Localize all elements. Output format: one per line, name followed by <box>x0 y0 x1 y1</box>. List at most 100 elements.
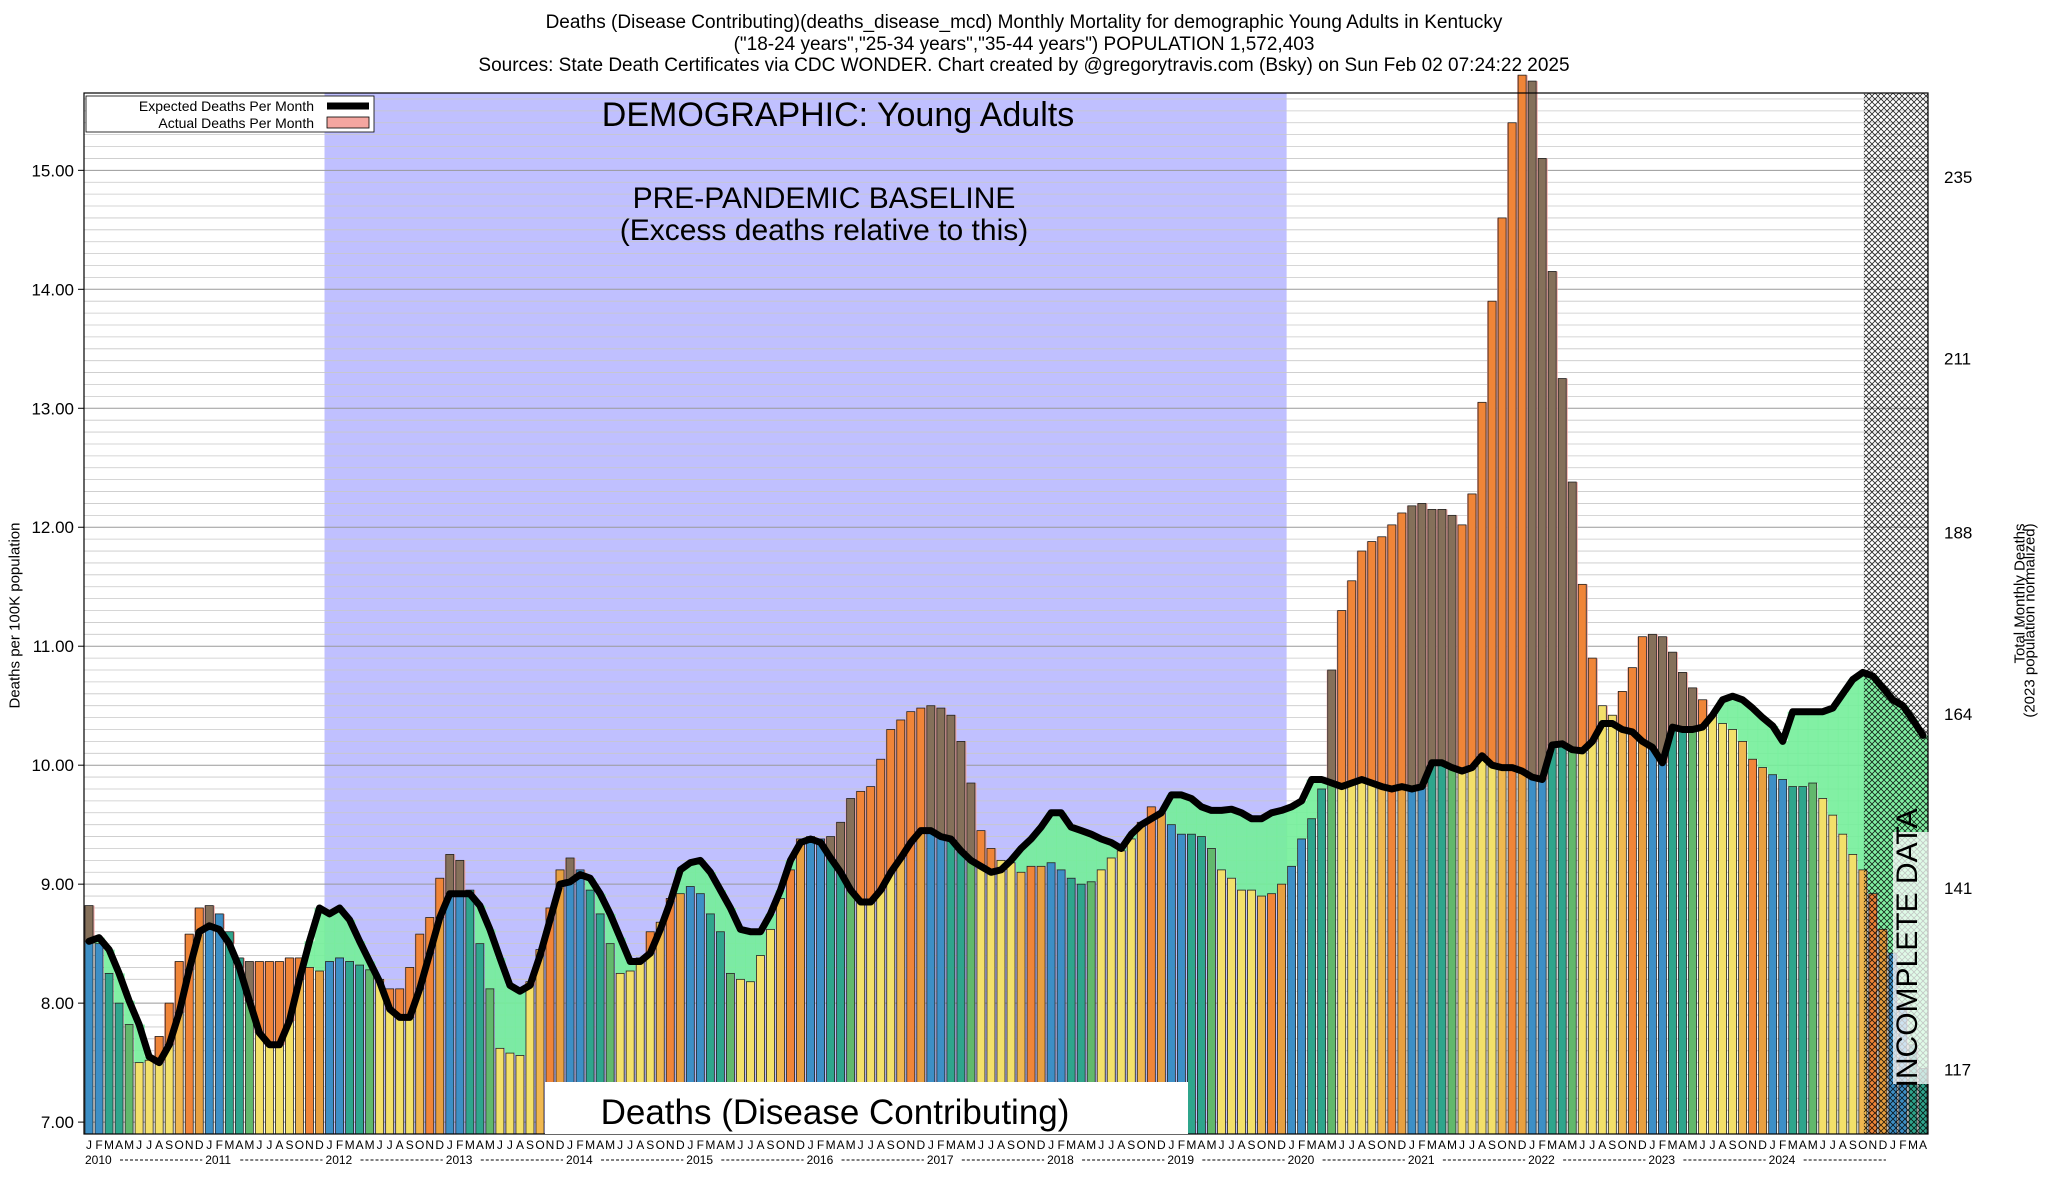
x-month-label: M <box>1206 1138 1216 1152</box>
y-tick-label: 15.00 <box>31 161 74 180</box>
x-year-label: 2011 <box>205 1153 231 1167</box>
x-month-label: S <box>1729 1138 1737 1152</box>
x-month-label: J <box>136 1138 142 1152</box>
x-year-label: 2016 <box>807 1153 834 1167</box>
bar-excess <box>866 786 876 903</box>
deficit-area <box>745 931 757 982</box>
x-month-label: D <box>1157 1138 1166 1152</box>
deficit-area <box>1066 827 1077 879</box>
x-month-label: F <box>576 1138 583 1152</box>
x-month-label: S <box>1849 1138 1857 1152</box>
deficit-area <box>1016 848 1027 873</box>
x-month-label: M <box>1307 1138 1317 1152</box>
bar <box>1798 786 1808 1135</box>
bar-excess <box>936 707 946 837</box>
x-month-label: A <box>1077 1138 1085 1152</box>
bar-excess <box>1327 669 1337 784</box>
bar-base <box>1407 788 1417 1135</box>
x-month-label: F <box>1659 1138 1666 1152</box>
bar-excess <box>1407 505 1417 790</box>
x-month-label: J <box>1108 1138 1114 1152</box>
x-month-label: M <box>605 1138 615 1152</box>
deficit-area <box>1196 806 1208 837</box>
y2-tick-label: 235 <box>1944 168 1972 187</box>
x-month-label: D <box>1638 1138 1647 1152</box>
y-tick-label: 8.00 <box>41 994 74 1013</box>
x-month-label: J <box>1048 1138 1054 1152</box>
x-month-label: J <box>1830 1138 1836 1152</box>
x-month-label: M <box>946 1138 956 1152</box>
bar <box>1207 848 1216 1135</box>
x-month-label: D <box>916 1138 925 1152</box>
deficit-area <box>705 872 716 914</box>
bar <box>1277 883 1287 1135</box>
x-month-label: M <box>585 1138 595 1152</box>
x-month-label: J <box>808 1138 814 1152</box>
x-month-label: J <box>146 1138 152 1152</box>
x-month-label: O <box>535 1138 544 1152</box>
deficit-area <box>474 905 486 944</box>
deficit-area <box>1747 708 1759 760</box>
bar <box>535 949 545 1135</box>
x-month-label: A <box>1318 1138 1326 1152</box>
bar <box>1788 786 1798 1135</box>
x-month-label: F <box>216 1138 223 1152</box>
x-year-label: 2024 <box>1769 1153 1796 1167</box>
bar-excess <box>1427 508 1437 764</box>
bar-base <box>1658 762 1667 1135</box>
x-month-label: A <box>516 1138 524 1152</box>
deficit-area <box>675 869 686 894</box>
x-year-label: 2012 <box>326 1153 353 1167</box>
y-tick-label: 12.00 <box>31 518 74 537</box>
x-month-label: M <box>1086 1138 1096 1152</box>
bar-excess <box>1688 687 1697 730</box>
deficit-area <box>1767 725 1779 775</box>
x-month-label: M <box>345 1138 355 1152</box>
x-month-label: M <box>826 1138 836 1152</box>
x-month-label: J <box>1409 1138 1415 1152</box>
x-month-label: N <box>666 1138 675 1152</box>
deficit-area <box>354 941 366 966</box>
baseline-region <box>324 93 1287 1134</box>
bar-excess <box>1537 158 1547 780</box>
actual-death-bars <box>84 74 1928 1135</box>
bar-excess <box>1397 512 1407 788</box>
x-year-label: 2018 <box>1047 1153 1074 1167</box>
bar-base <box>264 1044 274 1135</box>
x-month-label: A <box>837 1138 845 1152</box>
x-month-label: S <box>285 1138 293 1152</box>
bar-excess <box>956 740 966 852</box>
bar-base <box>1507 767 1517 1135</box>
x-month-label: J <box>1770 1138 1776 1152</box>
x-month-label: N <box>1748 1138 1757 1152</box>
x-month-label: A <box>957 1138 965 1152</box>
bar <box>1237 889 1246 1135</box>
x-month-label: M <box>465 1138 475 1152</box>
x-month-label: A <box>716 1138 724 1152</box>
bar <box>134 1062 144 1135</box>
deficit-area <box>1737 699 1749 742</box>
legend-actual-swatch <box>326 116 370 129</box>
bar-excess <box>1387 524 1397 790</box>
deficit-area <box>755 931 767 956</box>
y2-tick-label: 164 <box>1944 705 1972 724</box>
deficit-area <box>504 985 516 1054</box>
bar <box>315 970 324 1135</box>
x-month-label: F <box>1178 1138 1185 1152</box>
x-month-label: J <box>928 1138 934 1152</box>
chart-sources: Sources: State Death Certificates via CD… <box>478 55 1570 76</box>
x-month-label: S <box>1248 1138 1256 1152</box>
x-month-label: D <box>796 1138 805 1152</box>
deficit-area <box>1026 838 1037 867</box>
bar <box>1768 774 1778 1135</box>
x-year-label: 2019 <box>1167 1153 1194 1167</box>
x-month-label: A <box>1598 1138 1606 1152</box>
deficit-area <box>1777 741 1789 780</box>
plot-background <box>324 93 1287 1134</box>
x-month-label: J <box>1098 1138 1104 1152</box>
legend-expected-label: Expected Deaths Per Month <box>139 98 314 114</box>
bar <box>1758 767 1768 1135</box>
bar <box>475 943 485 1135</box>
x-month-label: A <box>275 1138 283 1152</box>
